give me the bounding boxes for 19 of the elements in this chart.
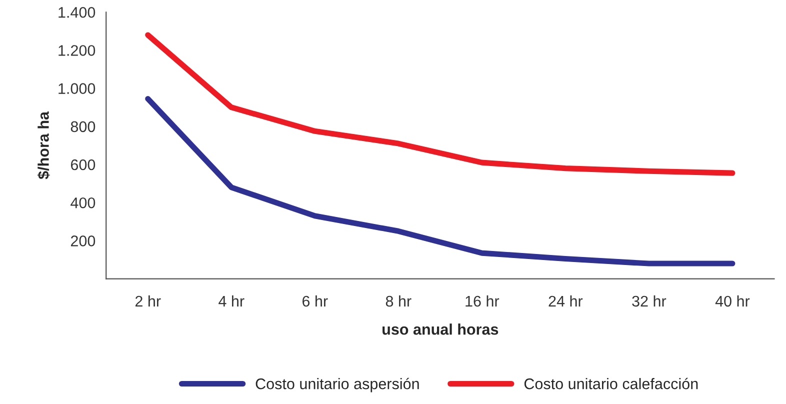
legend-label: Costo unitario aspersión	[256, 378, 419, 392]
y-tick-label: 1.400	[58, 6, 96, 18]
y-tick-label: 600	[70, 159, 96, 170]
x-tick-label: 4 hr	[218, 295, 244, 306]
y-axis-title: $/hora ha	[37, 111, 50, 180]
x-tick-label: 16 hr	[466, 295, 500, 307]
legend-label: Costo unitario calefacción	[524, 378, 698, 390]
y-tick-label: 400	[70, 197, 96, 208]
y-tick-label: 1.000	[58, 83, 96, 94]
y-tick-label: 200	[70, 236, 96, 246]
x-tick-label: 8 hr	[386, 295, 412, 307]
x-tick-label: 24 hr	[548, 295, 583, 306]
x-tick-label: 40 hr	[715, 295, 750, 307]
y-tick-label: 800	[70, 121, 96, 132]
y-tick-label: 1.200	[58, 45, 96, 56]
x-tick-label: 2 hr	[135, 295, 161, 306]
x-tick-label: 6 hr	[302, 295, 328, 307]
x-axis-title: uso anual horas	[382, 324, 498, 335]
x-tick-label: 32 hr	[632, 295, 666, 307]
